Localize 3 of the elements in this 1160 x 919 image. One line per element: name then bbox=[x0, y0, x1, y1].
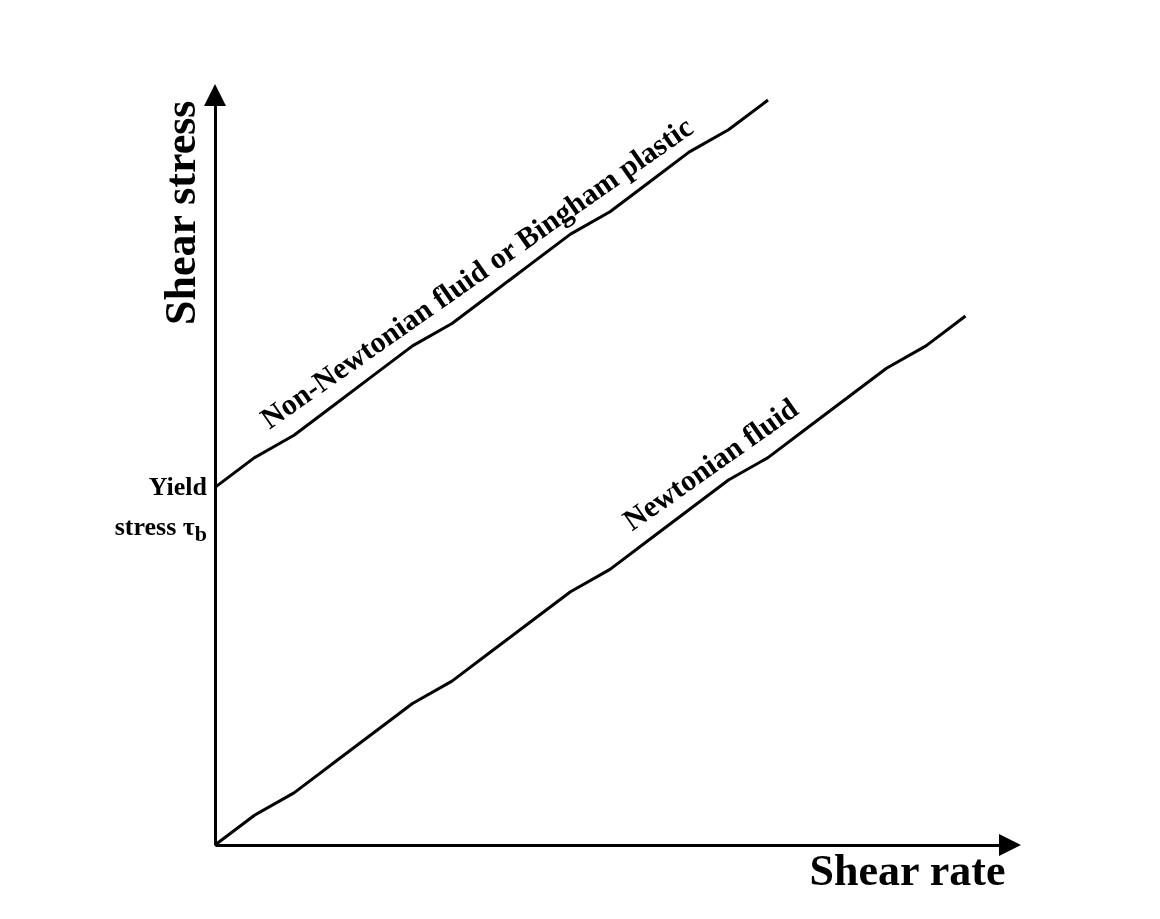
x-axis-title: Shear rate bbox=[809, 845, 1006, 895]
y-axis-title: Shear stress bbox=[155, 100, 205, 325]
text: Yield stress τ$_{b}$ bbox=[114, 471, 207, 549]
